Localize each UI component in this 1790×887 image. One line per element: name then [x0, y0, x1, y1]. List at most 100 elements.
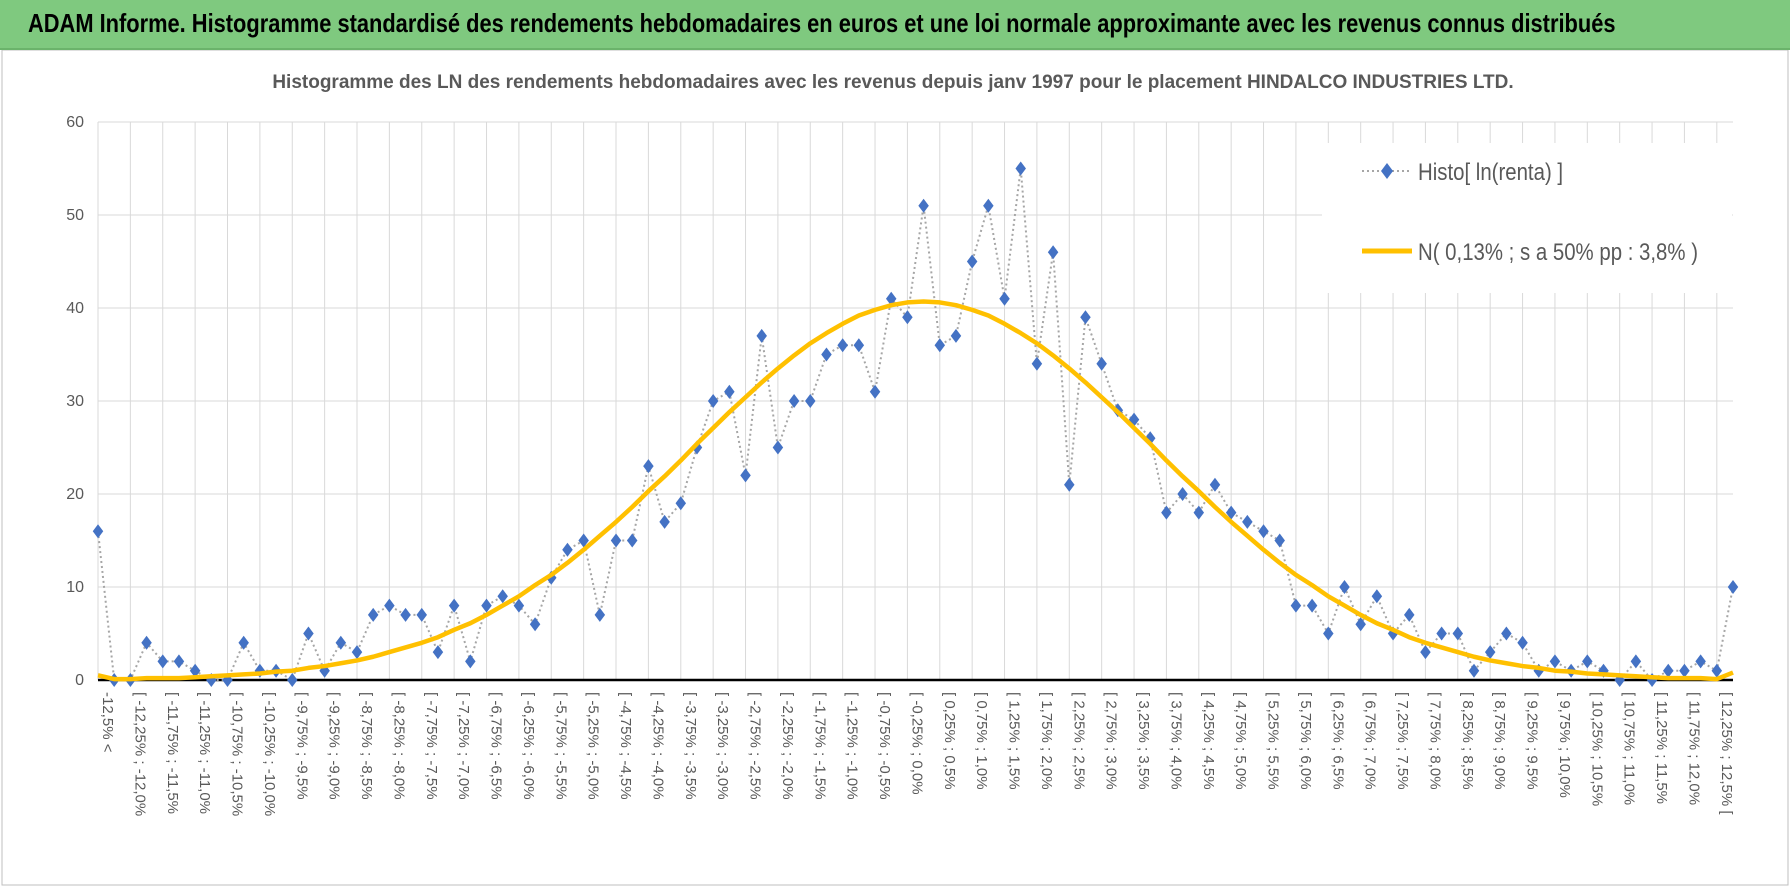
data-point — [821, 347, 832, 362]
data-point — [1080, 310, 1091, 325]
legend-item: N( 0,13% ; s a 50% pp : 3,8% ) — [1362, 238, 1698, 265]
x-tick-label: [ -4,75% ; -4,5% — [617, 692, 634, 800]
data-point — [966, 254, 978, 269]
data-point — [1242, 514, 1253, 529]
data-point — [934, 338, 946, 353]
data-point — [1501, 626, 1512, 641]
x-tick-label: -12,5% < — [99, 692, 116, 753]
data-point — [999, 291, 1010, 306]
x-tick-label: [ 6,75% ; 7,0% — [1362, 692, 1379, 790]
x-tick-label: [ 1,75% ; 2,0% — [1038, 692, 1055, 790]
data-point — [578, 533, 589, 548]
x-tick-label: [ 2,75% ; 3,0% — [1103, 692, 1120, 790]
x-tick-label: [ -0,25% ; 0,0% — [908, 692, 925, 795]
data-point — [1274, 533, 1285, 548]
y-tick-label: 40 — [66, 300, 84, 317]
data-point — [416, 607, 428, 622]
x-tick-label: [ 12,25% ; 12,5% [ — [1718, 692, 1735, 815]
data-point — [1306, 598, 1318, 613]
data-point — [1727, 580, 1739, 594]
data-point — [1371, 589, 1383, 604]
x-tick-label: [ -7,75% ; -7,5% — [423, 692, 440, 800]
x-tick-label: [ 8,25% ; 8,5% — [1459, 692, 1476, 790]
data-point — [659, 514, 670, 529]
x-tick-label: [ 9,75% ; 10,0% — [1556, 692, 1573, 798]
y-tick-label: 20 — [66, 486, 84, 503]
x-tick-label: [ 10,75% ; 11,0% — [1621, 692, 1638, 805]
data-point — [643, 459, 654, 474]
x-tick-label: [ -3,75% ; -3,5% — [682, 692, 699, 800]
y-tick-label: 60 — [66, 114, 84, 131]
data-point — [303, 626, 314, 641]
x-tick-label: [ -6,25% ; -6,0% — [520, 692, 537, 800]
x-tick-label: [ -6,75% ; -6,5% — [488, 692, 505, 800]
x-tick-label: [ -11,25% ; -11,0% — [196, 692, 213, 814]
x-tick-label: [ 8,75% ; 9,0% — [1491, 692, 1508, 790]
data-point — [141, 635, 152, 650]
data-point — [885, 291, 897, 306]
data-point — [1323, 626, 1334, 641]
x-tick-label: [ 10,25% ; 10,5% — [1588, 692, 1605, 806]
data-point — [950, 328, 962, 343]
legend-label: Histo[ ln(renta) ] — [1418, 158, 1563, 185]
data-point — [675, 496, 687, 511]
legend-marker — [1381, 163, 1393, 179]
data-point — [351, 645, 363, 660]
x-tick-label: [ 1,25% ; 1,5% — [1006, 692, 1023, 790]
x-tick-label: [ 4,25% ; 4,5% — [1200, 692, 1217, 790]
data-point — [1403, 607, 1415, 622]
data-point — [1064, 477, 1075, 492]
x-tick-label: [ 3,25% ; 3,5% — [1135, 692, 1152, 790]
x-tick-label: [ 6,25% ; 6,5% — [1329, 692, 1346, 790]
data-point — [1630, 654, 1642, 669]
x-tick-label: [ -8,75% ; -8,5% — [358, 692, 375, 800]
data-point — [287, 673, 298, 687]
data-point — [1468, 663, 1480, 678]
x-tick-label: [ -8,25% ; -8,0% — [390, 692, 407, 800]
data-point — [1355, 617, 1366, 632]
x-tick-label: [ 5,25% ; 5,5% — [1265, 692, 1282, 790]
data-point — [1290, 598, 1302, 613]
header-title: ADAM Informe. Histogramme standardisé de… — [28, 8, 1616, 38]
x-tick-label: [ -2,75% ; -2,5% — [747, 692, 764, 800]
data-point — [562, 542, 573, 557]
data-point — [1420, 645, 1431, 660]
data-point — [626, 533, 638, 548]
data-point — [1436, 626, 1447, 641]
y-tick-label: 50 — [66, 207, 84, 224]
x-tick-label: [ -5,25% ; -5,0% — [585, 692, 602, 800]
x-tick-label: [ -1,25% ; -1,0% — [844, 692, 861, 800]
x-tick-label: [ -0,75% ; -0,5% — [876, 692, 893, 800]
data-point — [983, 198, 994, 213]
data-point — [1161, 505, 1172, 520]
data-point — [869, 384, 881, 399]
y-tick-label: 10 — [66, 579, 84, 596]
x-tick-label: [ 0,75% ; 1,0% — [973, 692, 990, 790]
x-tick-label: [ -1,75% ; -1,5% — [811, 692, 828, 800]
data-point — [1695, 654, 1706, 669]
y-tick-label: 0 — [75, 672, 84, 689]
x-tick-label: [ -7,25% ; -7,0% — [455, 692, 472, 800]
data-point — [853, 338, 865, 353]
data-point — [335, 635, 347, 650]
data-point — [497, 589, 508, 604]
x-tick-label: [ 3,75% ; 4,0% — [1167, 692, 1184, 790]
data-point — [1225, 505, 1237, 520]
data-point — [788, 394, 800, 408]
data-point — [756, 328, 767, 343]
chart: Histogramme des LN des rendements hebdom… — [1, 50, 1789, 886]
x-tick-label: [ 11,25% ; 11,5% — [1653, 692, 1670, 804]
data-point — [1582, 654, 1593, 669]
data-point — [1096, 356, 1107, 371]
x-tick-label: [ -12,25% ; -12,0% — [131, 692, 148, 816]
data-point — [157, 654, 169, 669]
data-point — [1258, 524, 1269, 539]
x-tick-label: [ -4,25% ; -4,0% — [649, 692, 666, 800]
data-point — [1177, 487, 1188, 501]
legend-label: N( 0,13% ; s a 50% pp : 3,8% ) — [1418, 238, 1698, 265]
data-point — [448, 598, 460, 613]
x-tick-label: [ -10,75% ; -10,5% — [229, 692, 246, 816]
data-point — [1339, 580, 1350, 594]
x-tick-label: [ -11,75% ; -11,5% — [164, 692, 181, 814]
